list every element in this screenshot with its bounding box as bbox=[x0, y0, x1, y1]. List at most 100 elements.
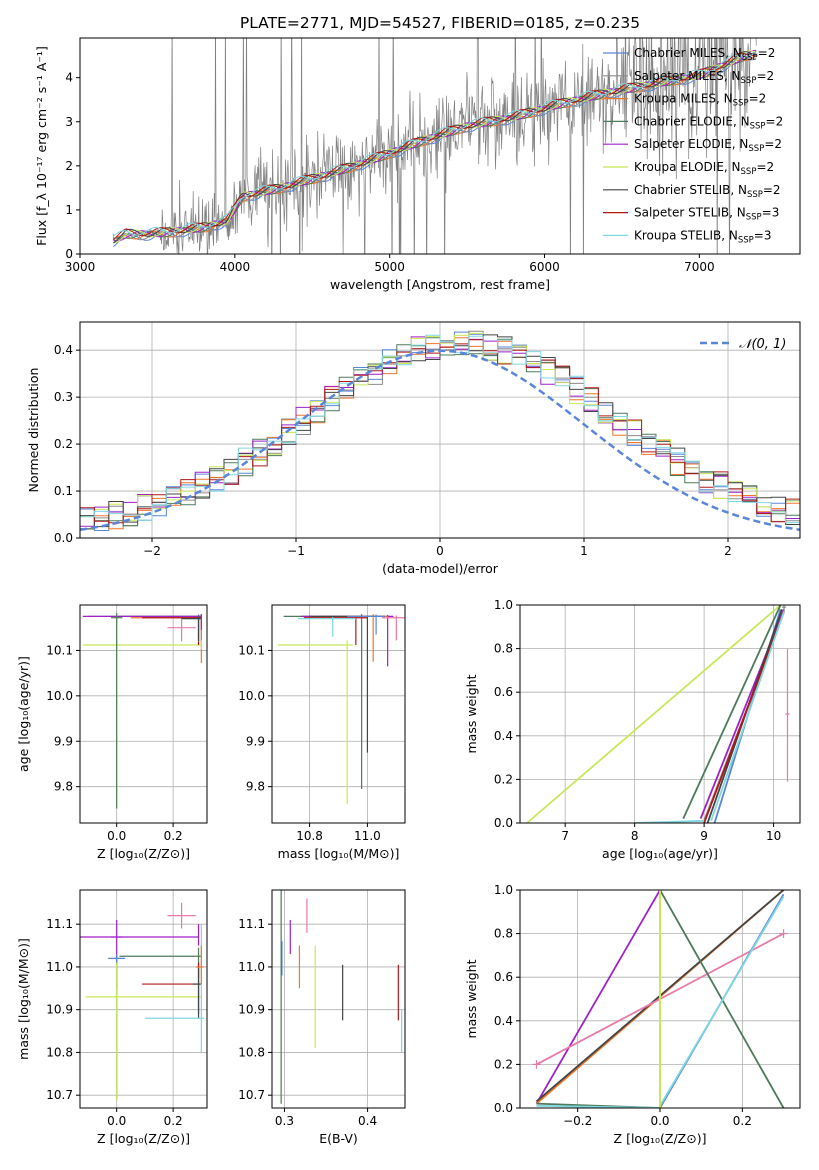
y-axis-label: Flux [f_λ 10⁻¹⁷ erg cm⁻² s⁻¹ A⁻¹] bbox=[34, 46, 49, 246]
model-spectrum-chabrier-miles bbox=[113, 55, 757, 247]
y-tick-label: 10.9 bbox=[46, 1003, 73, 1017]
legend-entry: Salpeter STELIB, NSSP=3 bbox=[634, 206, 779, 223]
x-tick-label: 8 bbox=[631, 829, 639, 843]
axes-frame bbox=[79, 37, 801, 255]
panel-weight_vs_Z: −0.2 0.0 0.2 0.0 0.2 0.4 0.6 0.8 1.0 Z [log₁₀(Z/Z… bbox=[464, 883, 801, 1146]
normal-curve bbox=[80, 349, 800, 532]
x-tick-label: 11.0 bbox=[354, 829, 381, 843]
axes-frame bbox=[79, 604, 208, 824]
y-tick-label: 0.8 bbox=[494, 927, 513, 941]
x-tick-label: 0.2 bbox=[733, 1114, 752, 1128]
axes-frame bbox=[271, 604, 406, 824]
y-tick-label: 10.9 bbox=[238, 1003, 265, 1017]
legend-entry: Salpeter MILES, NSSP=2 bbox=[634, 69, 774, 86]
weight-line bbox=[710, 611, 785, 822]
weight-line bbox=[659, 896, 785, 1107]
y-tick-label: 0.0 bbox=[54, 531, 73, 545]
legend-entry: Chabrier MILES, NSSP=2 bbox=[634, 46, 775, 63]
y-tick-label: 10.8 bbox=[238, 1045, 265, 1059]
y-axis-label: mass weight bbox=[464, 674, 479, 753]
panel-age_vs_mass: 10.8 11.0 9.8 9.9 10.0 10.1 mass [log₁₀(M/M⊙)] bbox=[238, 604, 406, 861]
x-tick-label: 3000 bbox=[65, 260, 96, 274]
model-spectrum-salpeter-stelib bbox=[112, 52, 757, 241]
histogram-chabrier-stelib bbox=[80, 334, 800, 528]
x-tick-label: 0.3 bbox=[275, 1114, 294, 1128]
y-tick-label: 2 bbox=[65, 159, 73, 173]
x-axis-label: mass [log₁₀(M/M⊙)] bbox=[278, 846, 400, 861]
y-tick-label: 0.2 bbox=[494, 772, 513, 786]
plot-area bbox=[82, 613, 202, 809]
y-axis-label: mass [log₁₀(M/M⊙)] bbox=[16, 938, 31, 1060]
x-tick-label: 0.0 bbox=[107, 1114, 126, 1128]
axes-frame bbox=[271, 889, 406, 1109]
y-tick-label: 0.1 bbox=[54, 484, 73, 498]
plot-area bbox=[532, 890, 788, 1108]
y-tick-label: 10.0 bbox=[46, 689, 73, 703]
panel-residuals: −2 −1 0 1 2 0.0 0.1 0.2 0.3 0.4 (data-model)/error… bbox=[26, 321, 801, 576]
x-tick-label: 0.0 bbox=[107, 829, 126, 843]
weight-line bbox=[526, 605, 782, 823]
x-axis-label: (data-model)/error bbox=[382, 561, 499, 576]
legend-entry: Chabrier ELODIE, NSSP=2 bbox=[634, 114, 783, 131]
axes-frame bbox=[519, 604, 801, 824]
legend-entry: Chabrier STELIB, NSSP=2 bbox=[634, 183, 781, 200]
panel-weight_vs_age: 7 8 9 10 0.0 0.2 0.4 0.6 0.8 1.0 age [log₁₀(age/yr… bbox=[464, 598, 801, 861]
panel-mass_vs_Z: 0.0 0.2 10.7 10.8 10.9 11.0 11.1 Z [log₁₀(Z/Z⊙)… bbox=[16, 889, 208, 1146]
x-tick-label: −0.2 bbox=[563, 1114, 592, 1128]
y-tick-label: 4 bbox=[65, 71, 73, 85]
figure-title: PLATE=2771, MJD=54527, FIBERID=0185, z=0… bbox=[240, 14, 640, 32]
y-axis-label: mass weight bbox=[464, 959, 479, 1038]
y-tick-label: 9.9 bbox=[54, 734, 73, 748]
x-tick-label: −1 bbox=[287, 544, 305, 558]
x-tick-label: 7000 bbox=[684, 260, 715, 274]
panel-spectrum: 3000 4000 5000 6000 7000 0 1 2 3 4 wavelength [Ang… bbox=[34, 37, 801, 292]
y-tick-label: 11.1 bbox=[238, 917, 265, 931]
x-tick-label: −2 bbox=[143, 544, 161, 558]
y-tick-label: 0.6 bbox=[494, 970, 513, 984]
x-axis-label: E(B-V) bbox=[319, 1131, 358, 1146]
y-tick-label: 0.0 bbox=[494, 816, 513, 830]
y-tick-label: 10.0 bbox=[238, 689, 265, 703]
y-tick-label: 10.7 bbox=[46, 1088, 73, 1102]
y-tick-label: 11.0 bbox=[46, 960, 73, 974]
x-axis-label: Z [log₁₀(Z/Z⊙)] bbox=[97, 1131, 190, 1146]
weight-line bbox=[659, 890, 785, 1108]
x-tick-label: 0 bbox=[436, 544, 444, 558]
legend-entry: Kroupa STELIB, NSSP=3 bbox=[634, 228, 772, 245]
x-axis-label: Z [log₁₀(Z/Z⊙)] bbox=[614, 1131, 707, 1146]
plot-area bbox=[526, 605, 790, 823]
y-tick-label: 0.4 bbox=[54, 343, 73, 357]
x-tick-label: 10.8 bbox=[296, 829, 323, 843]
y-tick-label: 9.8 bbox=[246, 780, 265, 794]
y-tick-label: 0.4 bbox=[494, 729, 513, 743]
x-tick-label: 10 bbox=[766, 829, 781, 843]
y-tick-label: 11.0 bbox=[238, 960, 265, 974]
plot-area bbox=[112, 38, 757, 254]
y-tick-label: 0 bbox=[65, 247, 73, 261]
x-tick-label: 0.4 bbox=[358, 1114, 377, 1128]
y-tick-label: 0.2 bbox=[54, 437, 73, 451]
panel-age_vs_Z: 0.0 0.2 9.8 9.9 10.0 10.1 Z [log₁₀(Z/Z⊙)] age [… bbox=[16, 604, 208, 861]
axes-frame bbox=[79, 889, 208, 1109]
x-tick-label: 9 bbox=[700, 829, 708, 843]
x-tick-label: 4000 bbox=[220, 260, 251, 274]
plot-area bbox=[280, 890, 403, 1104]
model-spectrum-chabrier-stelib bbox=[113, 51, 757, 244]
y-tick-label: 0.4 bbox=[494, 1014, 513, 1028]
x-axis-label: Z [log₁₀(Z/Z⊙)] bbox=[97, 846, 190, 861]
y-tick-label: 0.2 bbox=[494, 1057, 513, 1071]
y-tick-label: 1.0 bbox=[494, 598, 513, 612]
model-spectrum-kroupa-stelib bbox=[112, 51, 757, 237]
x-axis-label: age [log₁₀(age/yr)] bbox=[602, 846, 718, 861]
weight-line bbox=[535, 890, 661, 1105]
x-tick-label: 7 bbox=[561, 829, 569, 843]
histogram-kroupa-stelib bbox=[80, 334, 800, 524]
y-tick-label: 1.0 bbox=[494, 883, 513, 897]
panel-mass_vs_ebv: 0.3 0.4 10.7 10.8 10.9 11.0 11.1 E(B-V) bbox=[238, 889, 406, 1146]
x-tick-label: 5000 bbox=[374, 260, 405, 274]
y-tick-label: 0.8 bbox=[494, 642, 513, 656]
y-tick-label: 0.0 bbox=[494, 1101, 513, 1115]
x-tick-label: 6000 bbox=[529, 260, 560, 274]
y-tick-label: 10.7 bbox=[238, 1088, 265, 1102]
